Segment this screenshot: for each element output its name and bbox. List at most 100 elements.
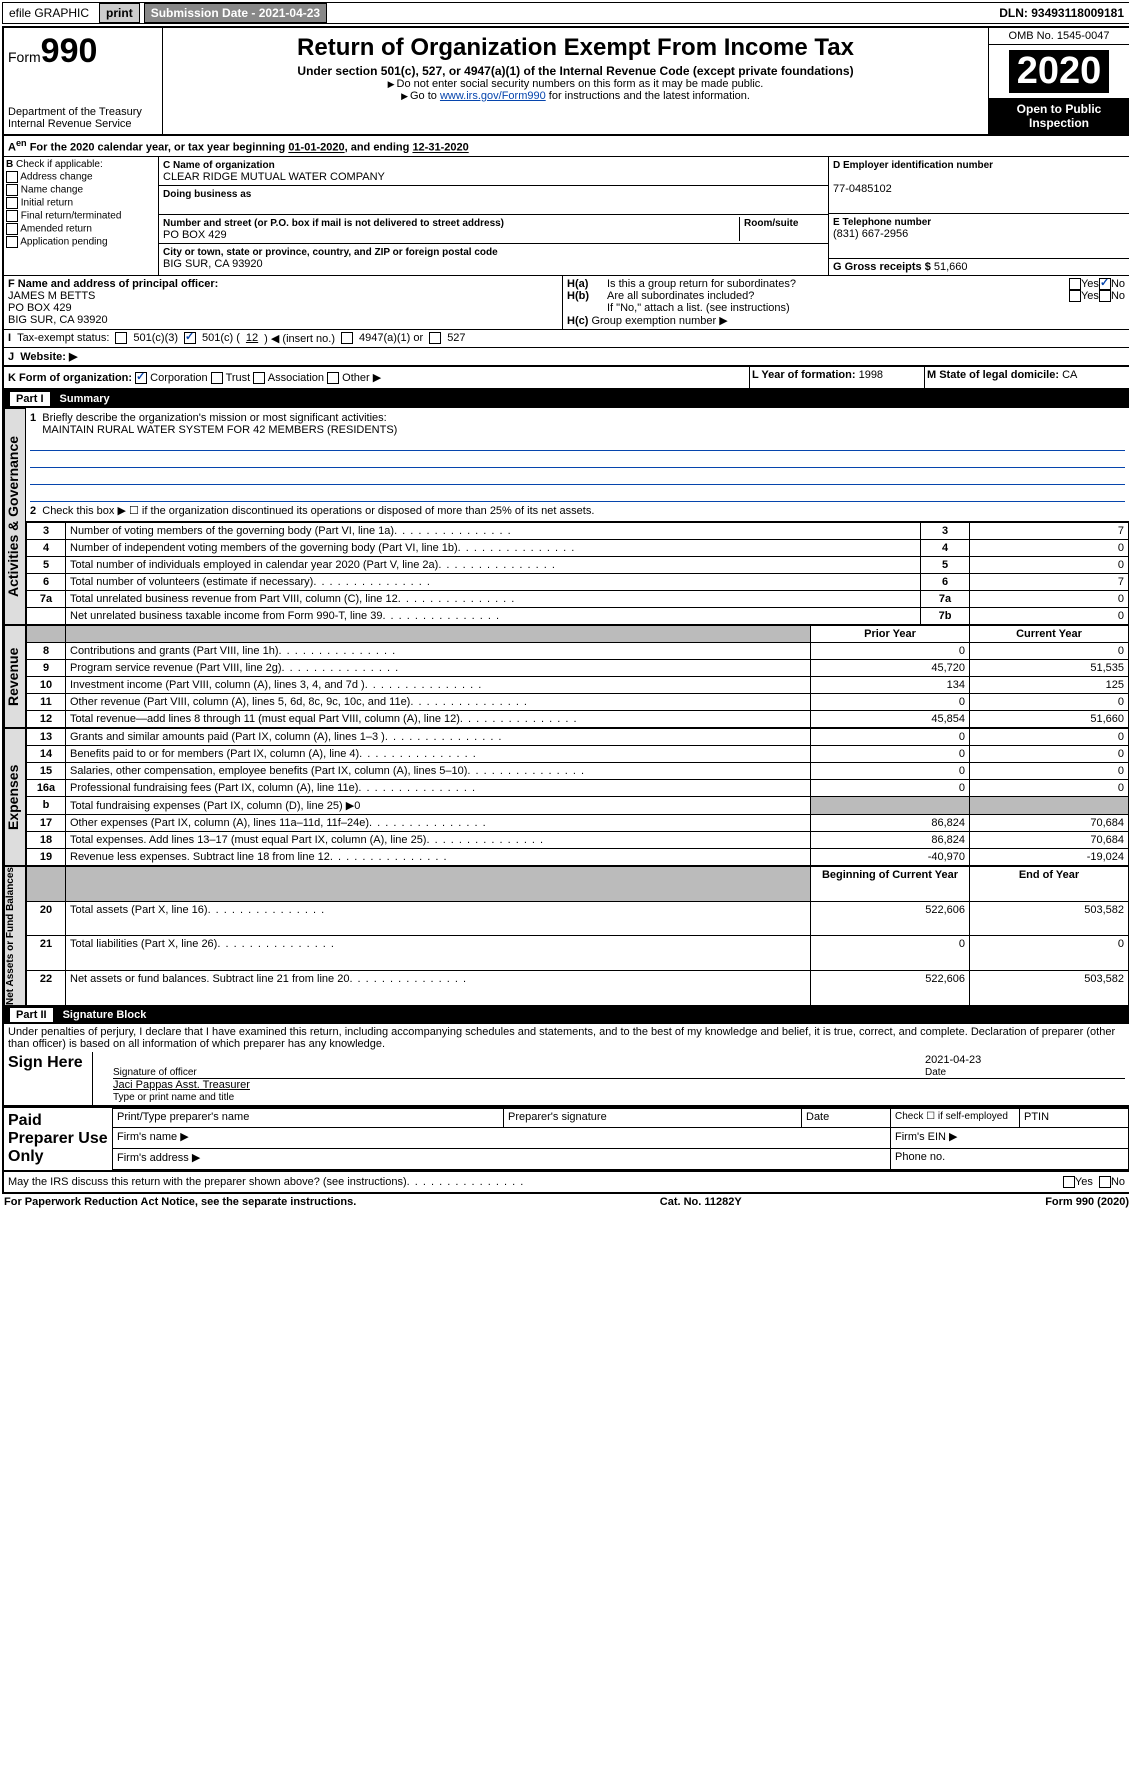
cb-address-change[interactable]: Address change — [6, 171, 156, 183]
dba-lbl: Doing business as — [163, 189, 251, 200]
ag-table: 3Number of voting members of the governi… — [26, 522, 1129, 625]
discuss-no[interactable] — [1099, 1176, 1111, 1188]
paid-preparer-block: Paid Preparer Use Only Print/Type prepar… — [4, 1108, 1129, 1172]
hb-yes[interactable] — [1069, 290, 1081, 302]
curr-val: 0 — [970, 762, 1129, 779]
line-text: Total revenue—add lines 8 through 11 (mu… — [66, 710, 811, 727]
hb-text: Are all subordinates included? — [607, 290, 1069, 302]
addr-lbl: Number and street (or P.O. box if mail i… — [163, 218, 504, 229]
line-text: Other expenses (Part IX, column (A), lin… — [66, 814, 811, 831]
exp-table: 13Grants and similar amounts paid (Part … — [26, 728, 1129, 866]
prior-val: 0 — [811, 779, 970, 796]
part1-num: Part I — [10, 392, 50, 406]
line-text: Net assets or fund balances. Subtract li… — [66, 971, 811, 1006]
section-b: B Check if applicable: Address change Na… — [4, 157, 159, 275]
city-lbl: City or town, state or province, country… — [163, 247, 498, 258]
firm-name-lbl: Firm's name ▶ — [113, 1128, 891, 1149]
sign-here-block: Sign Here Signature of officer 2021-04-2… — [4, 1052, 1129, 1108]
line-text: Total number of volunteers (estimate if … — [66, 573, 921, 590]
open-inspection: Open to Public Inspection — [989, 98, 1129, 134]
cb-final-return[interactable]: Final return/terminated — [6, 210, 156, 222]
discuss-yes[interactable] — [1063, 1176, 1075, 1188]
submission-date-button[interactable]: Submission Date - 2021-04-23 — [144, 3, 327, 23]
prep-name-lbl: Print/Type preparer's name — [113, 1108, 504, 1128]
line-num: 8 — [27, 642, 66, 659]
instructions-link[interactable]: www.irs.gov/Form990 — [440, 90, 546, 102]
korg-lbl: K Form of organization: — [8, 372, 132, 384]
status-lbl: Tax-exempt status: — [17, 332, 109, 344]
section-deg: D Employer identification number 77-0485… — [829, 157, 1129, 275]
top-toolbar: efile GRAPHIC print Submission Date - 20… — [2, 2, 1129, 24]
prior-val: 86,824 — [811, 814, 970, 831]
period-begin: 01-01-2020 — [288, 142, 344, 154]
line-val: 0 — [970, 590, 1129, 607]
domicile-val: CA — [1062, 369, 1077, 381]
curr-val: 0 — [970, 745, 1129, 762]
tax-period: Aen For the 2020 calendar year, or tax y… — [4, 136, 1129, 157]
summary-exp: Expenses 13Grants and similar amounts pa… — [4, 728, 1129, 866]
gross-lbl: G Gross receipts $ — [833, 261, 931, 273]
cb-amended[interactable]: Amended return — [6, 223, 156, 235]
line-num: 11 — [27, 693, 66, 710]
cb-4947[interactable] — [341, 332, 353, 344]
line-text: Number of voting members of the governin… — [66, 522, 921, 539]
note-ssn: Do not enter social security numbers on … — [167, 78, 984, 90]
sig-date: 2021-04-23 — [925, 1054, 981, 1066]
rev-table: Prior YearCurrent Year8Contributions and… — [26, 625, 1129, 728]
curr-val: 0 — [970, 936, 1129, 971]
hb-no[interactable] — [1099, 290, 1111, 302]
prior-val — [811, 796, 970, 814]
line-text: Total fundraising expenses (Part IX, col… — [66, 796, 811, 814]
line-val: 7 — [970, 522, 1129, 539]
efile-label: efile GRAPHIC — [3, 4, 95, 22]
cb-other[interactable] — [327, 372, 339, 384]
line-num: 7a — [27, 590, 66, 607]
cb-corp[interactable] — [135, 372, 147, 384]
prior-val: 522,606 — [811, 901, 970, 936]
phone-value: (831) 667-2956 — [833, 228, 908, 240]
firm-phone-lbl: Phone no. — [891, 1149, 1129, 1170]
section-j: J Website: ▶ — [4, 348, 1129, 367]
curr-val: 0 — [970, 728, 1129, 745]
cb-assoc[interactable] — [253, 372, 265, 384]
line-num: 18 — [27, 831, 66, 848]
form-body: Form990 Department of the Treasury Inter… — [2, 26, 1129, 1194]
sig-date-lbl: Date — [925, 1067, 946, 1078]
cb-initial-return[interactable]: Initial return — [6, 197, 156, 209]
line-val: 7 — [970, 573, 1129, 590]
prior-val: 45,854 — [811, 710, 970, 727]
side-net: Net Assets or Fund Balances — [4, 866, 26, 1006]
perjury-text: Under penalties of perjury, I declare th… — [4, 1024, 1129, 1052]
paid-lbl: Paid Preparer Use Only — [4, 1108, 112, 1170]
section-klm: K Form of organization: Corporation Trus… — [4, 367, 1129, 390]
cb-name-change[interactable]: Name change — [6, 184, 156, 196]
cb-501c3[interactable] — [115, 332, 127, 344]
line-box: 3 — [921, 522, 970, 539]
curr-val: -19,024 — [970, 848, 1129, 865]
prep-self-lbl: Check ☐ if self-employed — [891, 1108, 1020, 1128]
officer-city: BIG SUR, CA 93920 — [8, 314, 108, 326]
cb-501c[interactable] — [184, 332, 196, 344]
cb-527[interactable] — [429, 332, 441, 344]
section-l: L Year of formation: 1998 — [749, 367, 924, 388]
ha-no[interactable] — [1099, 278, 1111, 290]
prior-val: 86,824 — [811, 831, 970, 848]
line-box: 6 — [921, 573, 970, 590]
part2-num: Part II — [10, 1008, 53, 1022]
cb-pending[interactable]: Application pending — [6, 236, 156, 248]
curr-val — [970, 796, 1129, 814]
footer-mid: Cat. No. 11282Y — [660, 1196, 742, 1208]
sig-name-lbl: Type or print name and title — [113, 1092, 234, 1103]
ha-yes[interactable] — [1069, 278, 1081, 290]
cb-trust[interactable] — [211, 372, 223, 384]
year-val: 1998 — [859, 369, 883, 381]
tax-exempt-status: I Tax-exempt status: 501(c)(3) 501(c) (1… — [4, 330, 1129, 348]
print-button[interactable]: print — [99, 3, 140, 23]
sig-name: Jaci Pappas Asst. Treasurer — [113, 1079, 250, 1091]
line-num: b — [27, 796, 66, 814]
line-text: Revenue less expenses. Subtract line 18 … — [66, 848, 811, 865]
section-h: H(a)Is this a group return for subordina… — [563, 276, 1129, 329]
curr-val: 70,684 — [970, 814, 1129, 831]
officer-name: JAMES M BETTS — [8, 290, 95, 302]
line2-text: Check this box ▶ ☐ if the organization d… — [42, 505, 594, 517]
